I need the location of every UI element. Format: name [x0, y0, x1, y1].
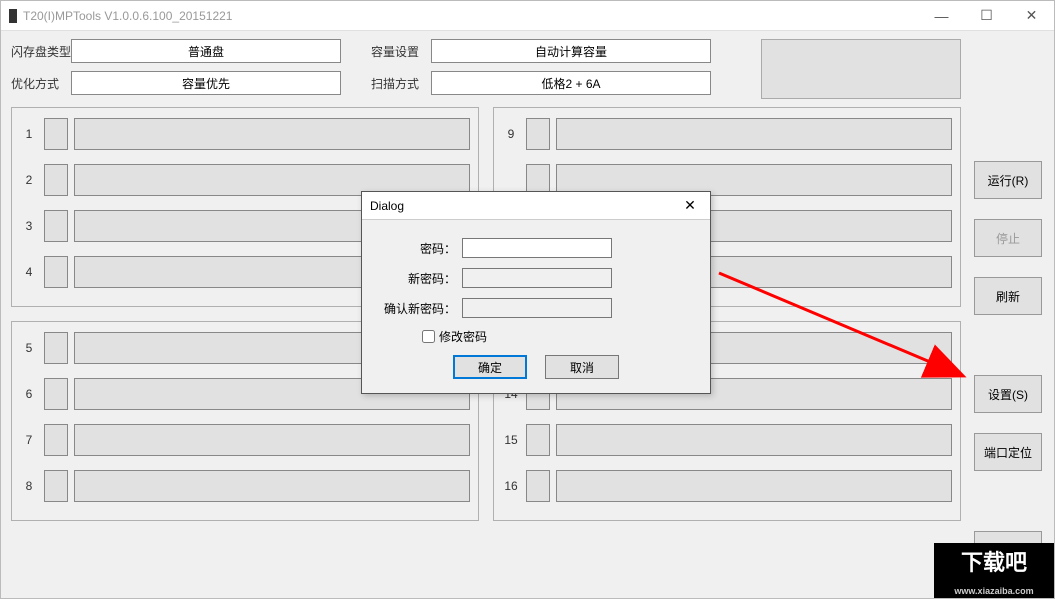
optimize-select[interactable]: 容量优先: [71, 71, 341, 95]
slot-indicator[interactable]: [44, 424, 68, 456]
slot-number: 16: [502, 479, 520, 493]
change-password-checkbox[interactable]: [422, 330, 435, 343]
dialog-titlebar: Dialog ✕: [362, 192, 710, 220]
spacer: [974, 491, 1042, 511]
slot-number: 7: [20, 433, 38, 447]
dialog-title: Dialog: [370, 199, 678, 213]
dialog-close-button[interactable]: ✕: [678, 197, 702, 214]
new-password-input[interactable]: [462, 268, 612, 288]
optimize-label: 优化方式: [11, 75, 71, 92]
close-button[interactable]: ✕: [1009, 1, 1054, 30]
slot-indicator[interactable]: [44, 256, 68, 288]
slot-number: 4: [20, 265, 38, 279]
slot-status[interactable]: [74, 118, 470, 150]
sidebar-buttons: 运行(R) 停止 刷新 设置(S) 端口定位 退出系统: [974, 161, 1042, 569]
slot-number: 8: [20, 479, 38, 493]
window-title: T20(I)MPTools V1.0.0.6.100_20151221: [23, 9, 919, 23]
slot-row: 16: [502, 470, 952, 502]
capacity-select[interactable]: 自动计算容量: [431, 39, 711, 63]
slot-status[interactable]: [74, 470, 470, 502]
titlebar: T20(I)MPTools V1.0.0.6.100_20151221 — ☐ …: [1, 1, 1054, 31]
slot-number: 15: [502, 433, 520, 447]
password-row: 密码：: [382, 238, 690, 258]
confirm-password-row: 确认新密码：: [382, 298, 690, 318]
slot-indicator[interactable]: [526, 118, 550, 150]
settings-button[interactable]: 设置(S): [974, 375, 1042, 413]
confirm-password-input[interactable]: [462, 298, 612, 318]
slot-number: 2: [20, 173, 38, 187]
slot-status[interactable]: [556, 424, 952, 456]
change-password-label: 修改密码: [439, 328, 487, 345]
slot-row: 15: [502, 424, 952, 456]
slot-indicator[interactable]: [44, 118, 68, 150]
slot-indicator[interactable]: [526, 470, 550, 502]
slot-row: 8: [20, 470, 470, 502]
scan-select[interactable]: 低格2 + 6A: [431, 71, 711, 95]
window-controls: — ☐ ✕: [919, 1, 1054, 30]
app-icon: [9, 9, 17, 23]
watermark-logo: 下载吧 www.xiazaiba.com: [934, 543, 1054, 598]
new-password-row: 新密码：: [382, 268, 690, 288]
slot-number: 3: [20, 219, 38, 233]
slot-indicator[interactable]: [44, 470, 68, 502]
cancel-button[interactable]: 取消: [545, 355, 619, 379]
slot-number: 6: [20, 387, 38, 401]
option-row-2: 优化方式 容量优先 扫描方式 低格2 + 6A: [11, 71, 751, 95]
maximize-button[interactable]: ☐: [964, 1, 1009, 30]
password-label: 密码：: [382, 240, 462, 257]
port-locate-button[interactable]: 端口定位: [974, 433, 1042, 471]
password-dialog: Dialog ✕ 密码： 新密码： 确认新密码： 修改密码 确定 取消: [361, 191, 711, 394]
new-password-label: 新密码：: [382, 270, 462, 287]
slot-status[interactable]: [556, 118, 952, 150]
flash-type-select[interactable]: 普通盘: [71, 39, 341, 63]
slot-number: 5: [20, 341, 38, 355]
password-input[interactable]: [462, 238, 612, 258]
slot-indicator[interactable]: [44, 210, 68, 242]
spacer: [974, 335, 1042, 355]
minimize-button[interactable]: —: [919, 1, 964, 30]
slot-number: 1: [20, 127, 38, 141]
slot-indicator[interactable]: [44, 378, 68, 410]
confirm-password-label: 确认新密码：: [382, 300, 462, 317]
slot-indicator[interactable]: [44, 164, 68, 196]
watermark-text: 下载吧: [961, 545, 1027, 577]
dialog-body: 密码： 新密码： 确认新密码： 修改密码 确定 取消: [362, 220, 710, 393]
stop-button[interactable]: 停止: [974, 219, 1042, 257]
slot-indicator[interactable]: [526, 424, 550, 456]
scan-label: 扫描方式: [371, 75, 431, 92]
slot-row: 1: [20, 118, 470, 150]
flash-type-label: 闪存盘类型: [11, 43, 71, 60]
slot-status[interactable]: [74, 424, 470, 456]
change-password-row: 修改密码: [422, 328, 690, 345]
slot-row: 9: [502, 118, 952, 150]
options-area: 闪存盘类型 普通盘 容量设置 自动计算容量 优化方式 容量优先 扫描方式 低格2…: [11, 39, 751, 95]
main-window: T20(I)MPTools V1.0.0.6.100_20151221 — ☐ …: [0, 0, 1055, 599]
capacity-label: 容量设置: [371, 43, 431, 60]
blank-header-button[interactable]: [761, 39, 961, 99]
dialog-buttons: 确定 取消: [382, 355, 690, 379]
option-row-1: 闪存盘类型 普通盘 容量设置 自动计算容量: [11, 39, 751, 63]
slot-row: 7: [20, 424, 470, 456]
slot-indicator[interactable]: [44, 332, 68, 364]
watermark-url: www.xiazaiba.com: [954, 586, 1033, 596]
ok-button[interactable]: 确定: [453, 355, 527, 379]
run-button[interactable]: 运行(R): [974, 161, 1042, 199]
slot-number: 9: [502, 127, 520, 141]
slot-status[interactable]: [556, 470, 952, 502]
refresh-button[interactable]: 刷新: [974, 277, 1042, 315]
